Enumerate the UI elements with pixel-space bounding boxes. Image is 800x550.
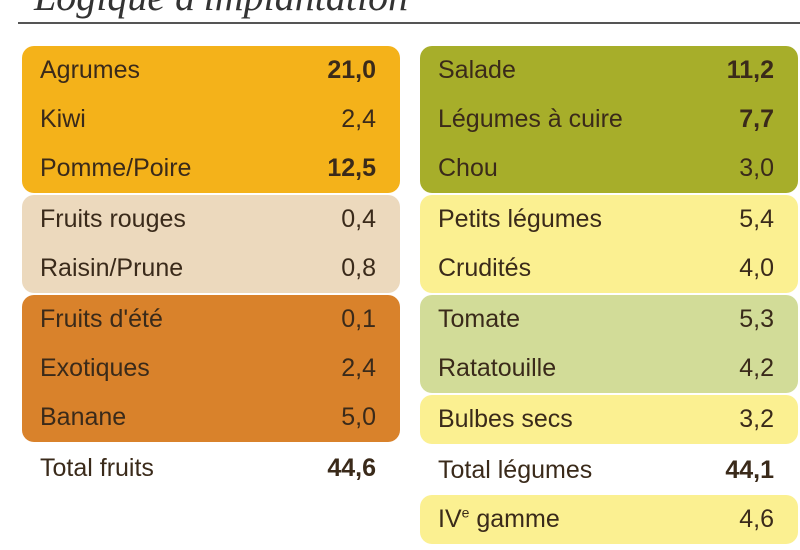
fruits-group: Agrumes 21,0 Kiwi 2,4 Pomme/Poire 12,5 bbox=[22, 46, 400, 193]
row-label: Bulbes secs bbox=[438, 405, 573, 433]
row-value: 11,2 bbox=[726, 56, 774, 84]
row-value: 3,2 bbox=[739, 405, 774, 433]
row-value: 2,4 bbox=[341, 354, 376, 382]
legumes-column: Salade 11,2 Légumes à cuire 7,7 Chou 3,0 Petit… bbox=[420, 46, 798, 546]
label-sup: e bbox=[461, 504, 470, 521]
row-label: Légumes à cuire bbox=[438, 105, 623, 133]
row-value: 4,2 bbox=[739, 354, 774, 382]
table-row: Banane 5,0 bbox=[22, 393, 400, 442]
row-value: 0,1 bbox=[341, 305, 376, 333]
row-label: Tomate bbox=[438, 305, 520, 333]
table-row: Ratatouille 4,2 bbox=[420, 344, 798, 393]
table-row: Pomme/Poire 12,5 bbox=[22, 144, 400, 193]
table-row: Petits légumes 5,4 bbox=[420, 195, 798, 244]
total-value: 44,6 bbox=[327, 454, 376, 482]
row-label: Fruits rouges bbox=[40, 205, 186, 233]
row-value: 0,8 bbox=[341, 254, 376, 282]
row-label: Crudités bbox=[438, 254, 532, 282]
legumes-group: Salade 11,2 Légumes à cuire 7,7 Chou 3,0 bbox=[420, 46, 798, 193]
ive-gamme-group: IVe gamme 4,6 bbox=[420, 495, 798, 544]
table-row: Bulbes secs 3,2 bbox=[420, 395, 798, 444]
table-row: Kiwi 2,4 bbox=[22, 95, 400, 144]
row-value: 3,0 bbox=[739, 154, 774, 182]
row-label: Chou bbox=[438, 154, 498, 182]
row-label: Banane bbox=[40, 403, 127, 431]
table-row: Crudités 4,0 bbox=[420, 244, 798, 293]
title-rule bbox=[18, 22, 800, 24]
row-label: Salade bbox=[438, 56, 516, 84]
table-row: Raisin/Prune 0,8 bbox=[22, 244, 400, 293]
legumes-group: Tomate 5,3 Ratatouille 4,2 bbox=[420, 295, 798, 393]
legumes-total-row: Total légumes 44,1 bbox=[420, 446, 798, 495]
fruits-total-row: Total fruits 44,6 bbox=[22, 444, 400, 493]
row-label: Kiwi bbox=[40, 105, 86, 133]
row-label: IVe gamme bbox=[438, 505, 739, 534]
row-value: 5,3 bbox=[739, 305, 774, 333]
row-label: Pomme/Poire bbox=[40, 154, 192, 182]
table-row: Exotiques 2,4 bbox=[22, 344, 400, 393]
row-value: 21,0 bbox=[327, 56, 376, 84]
table-row: IVe gamme 4,6 bbox=[420, 495, 798, 544]
row-value: 12,5 bbox=[327, 154, 376, 182]
label-rest: gamme bbox=[469, 505, 560, 533]
table-row: Légumes à cuire 7,7 bbox=[420, 95, 798, 144]
page-title: Logique d'implantation bbox=[34, 0, 408, 20]
row-label: Ratatouille bbox=[438, 354, 557, 382]
row-label: Agrumes bbox=[40, 56, 141, 84]
row-value: 7,7 bbox=[739, 105, 774, 133]
row-label: Fruits d'été bbox=[40, 305, 163, 333]
total-label: Total légumes bbox=[438, 456, 593, 484]
total-label: Total fruits bbox=[40, 454, 154, 482]
fruits-group: Fruits d'été 0,1 Exotiques 2,4 Banane 5,0 bbox=[22, 295, 400, 442]
table-row: Tomate 5,3 bbox=[420, 295, 798, 344]
label-main: IV bbox=[438, 505, 462, 533]
table-row: Agrumes 21,0 bbox=[22, 46, 400, 95]
fruits-group: Fruits rouges 0,4 Raisin/Prune 0,8 bbox=[22, 195, 400, 293]
table-row: Chou 3,0 bbox=[420, 144, 798, 193]
row-value: 4,0 bbox=[739, 254, 774, 282]
row-value: 0,4 bbox=[341, 205, 376, 233]
table-row: Fruits d'été 0,1 bbox=[22, 295, 400, 344]
row-value: 2,4 bbox=[341, 105, 376, 133]
row-label: Exotiques bbox=[40, 354, 150, 382]
total-value: 44,1 bbox=[725, 456, 774, 484]
fruits-column: Agrumes 21,0 Kiwi 2,4 Pomme/Poire 12,5 Fruits … bbox=[22, 46, 400, 493]
legumes-group: Petits légumes 5,4 Crudités 4,0 bbox=[420, 195, 798, 293]
row-label: Petits légumes bbox=[438, 205, 602, 233]
row-value: 4,6 bbox=[739, 505, 774, 533]
row-label: Raisin/Prune bbox=[40, 254, 184, 282]
table-row: Fruits rouges 0,4 bbox=[22, 195, 400, 244]
row-value: 5,4 bbox=[739, 205, 774, 233]
table-row: Salade 11,2 bbox=[420, 46, 798, 95]
row-value: 5,0 bbox=[341, 403, 376, 431]
legumes-group: Bulbes secs 3,2 bbox=[420, 395, 798, 444]
